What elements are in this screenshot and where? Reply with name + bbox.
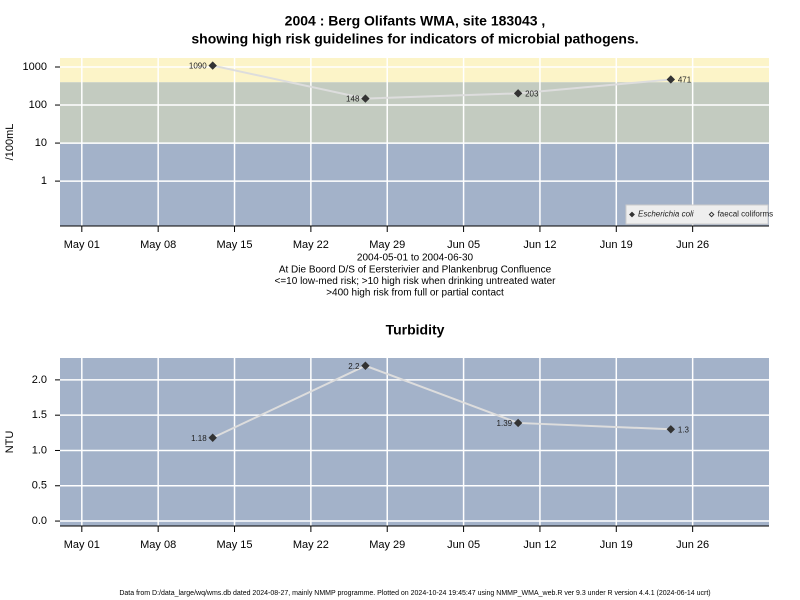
x-tick-label: May 22 <box>293 239 329 251</box>
x-tick-label: Jun 12 <box>523 239 556 251</box>
data-label: 1.39 <box>497 419 513 428</box>
risk-band <box>60 58 769 83</box>
x-tick-label: Jun 05 <box>447 239 480 251</box>
x-tick-label: Jun 19 <box>600 239 633 251</box>
y-tick-label: 1 <box>41 175 47 187</box>
risk-band <box>60 358 769 526</box>
series-line <box>212 364 671 439</box>
x-tick-label: May 01 <box>64 539 100 551</box>
y-tick-label: 1.5 <box>32 409 47 421</box>
chart-title: showing high risk guidelines for indicat… <box>191 31 638 47</box>
x-tick-label: Jun 05 <box>447 539 480 551</box>
y-tick-label: 1000 <box>23 61 47 73</box>
x-tick-label: Jun 12 <box>523 539 556 551</box>
data-label: 203 <box>525 89 539 98</box>
x-tick-label: Jun 19 <box>600 539 633 551</box>
y-tick-label: 0.5 <box>32 480 47 492</box>
risk-band <box>60 82 769 144</box>
data-label: 2.2 <box>348 362 360 371</box>
legend-label: Escherichia coli <box>638 210 694 219</box>
data-point <box>666 425 676 434</box>
x-tick-label: May 22 <box>293 539 329 551</box>
data-point <box>208 61 217 70</box>
x-tick-label: May 29 <box>369 539 405 551</box>
chart-title: Turbidity <box>386 322 445 338</box>
data-label: 1.18 <box>191 434 207 443</box>
footer: Data from D:/data_large/wq/wms.db dated … <box>119 590 710 597</box>
data-point <box>666 75 676 84</box>
y-tick-label: 0.0 <box>32 515 47 527</box>
chart-note: >400 high risk from full or partial cont… <box>326 288 504 299</box>
data-point <box>361 361 370 370</box>
x-tick-label: May 15 <box>216 239 252 251</box>
chart-title: 2004 : Berg Olifants WMA, site 183043 , <box>285 13 546 29</box>
data-point <box>513 418 523 428</box>
chart-note: <=10 low-med risk; >10 high risk when dr… <box>275 276 557 287</box>
data-point <box>208 433 217 442</box>
legend-marker <box>708 211 715 218</box>
x-tick-label: May 01 <box>64 239 100 251</box>
y-axis-label: NTU <box>4 431 16 454</box>
data-label: 148 <box>346 95 360 104</box>
x-tick-label: May 08 <box>140 239 176 251</box>
y-axis-label: /100mL <box>4 124 16 161</box>
x-tick-label: Jun 26 <box>676 239 709 251</box>
y-tick-label: 100 <box>29 99 47 111</box>
y-tick-label: 1.0 <box>32 444 47 456</box>
data-label: 1090 <box>189 62 207 71</box>
series-line <box>212 64 671 100</box>
x-tick-label: Jun 26 <box>676 539 709 551</box>
legend-marker <box>629 211 635 218</box>
x-tick-label: May 29 <box>369 239 405 251</box>
chart-note: At Die Boord D/S of Eersterivier and Pla… <box>279 264 552 275</box>
legend-box <box>625 204 769 225</box>
data-label: 1.3 <box>678 425 690 434</box>
x-tick-label: May 08 <box>140 539 176 551</box>
data-point <box>513 89 523 98</box>
y-tick-label: 2.0 <box>32 374 47 386</box>
legend-label: faecal coliforms <box>718 210 774 219</box>
data-point <box>361 94 370 103</box>
y-tick-label: 10 <box>35 137 47 149</box>
data-label: 471 <box>678 76 692 85</box>
chart-note: 2004-05-01 to 2004-06-30 <box>357 253 474 264</box>
x-tick-label: May 15 <box>216 539 252 551</box>
